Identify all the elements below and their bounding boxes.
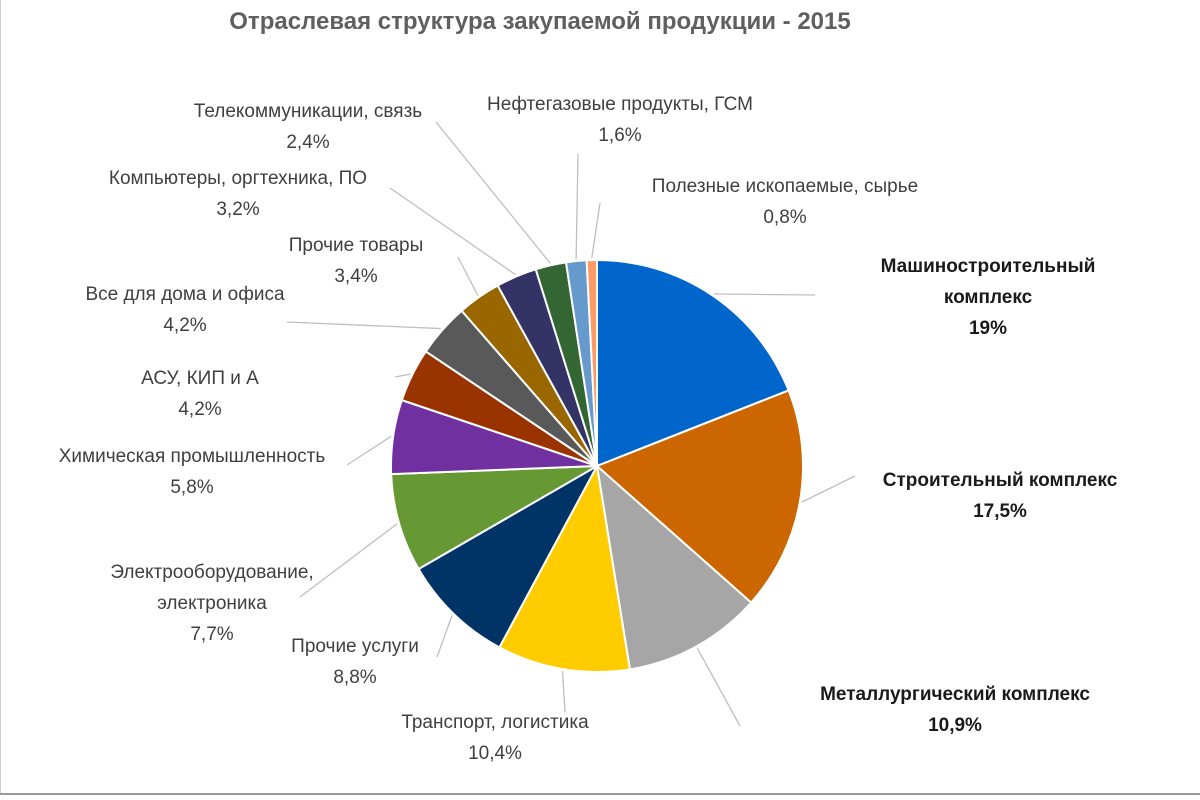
pie-slice [596,258,790,468]
pie-slice [595,463,753,671]
slice-label: Полезные ископаемые, сырье 0,8% [652,176,918,228]
leader-line [389,187,516,276]
slice-label: Электрооборудование, электроника 7,7% [110,562,313,645]
leader-line [286,321,441,330]
slice-label: Прочие услуги 8,8% [291,636,419,688]
slice-value-label: 4,2% [163,315,206,336]
slice-name-label: Электрооборудование, [110,562,313,583]
leader-line [575,153,579,260]
pie-slice [390,465,598,571]
slice-name-label: Компьютеры, оргтехника, ПО [109,168,367,189]
slice-label: Телекоммуникации, связь 2,4% [194,101,423,153]
pie-slice [417,463,600,649]
slice-labels: Машиностроительный комплекс 19% Строительны… [59,94,1118,764]
slice-name-label: Машиностроительный [881,256,1096,277]
pie-slice [595,389,804,604]
leader-line [591,202,601,259]
slice-name-label: Прочие товары [289,235,423,256]
leader-line [436,615,453,658]
pie-slice [498,462,632,673]
chart-border-bottom [0,793,1200,795]
slice-value-label: 3,4% [334,266,377,287]
slice-label: Прочие товары 3,4% [289,235,423,287]
slice-name-label: Полезные ископаемые, сырье [652,176,918,197]
chart-title: Отраслевая структура закупаемой продукци… [229,8,851,35]
slice-value-label: 2,4% [286,132,329,153]
slice-label: Химическая промышленность 5,8% [59,446,326,498]
slice-name-label: Прочие услуги [291,636,419,657]
pie-slices [390,258,804,673]
slice-name-label: Металлургический комплекс [820,684,1090,705]
leader-line [346,435,392,466]
leader-line [801,475,856,503]
slice-label: Строительный комплекс 17,5% [883,470,1118,522]
leader-line [435,121,551,264]
slice-label: Металлургический комплекс 10,9% [820,684,1090,736]
slice-value-label: 3,2% [216,199,259,220]
leader-line [714,293,816,296]
slice-value-label: 17,5% [973,501,1027,522]
slice-label: АСУ, КИП и А 4,2% [141,368,259,420]
leader-lines [286,121,856,727]
slice-name-label: комплекс [944,287,1033,308]
slice-name-label: электроника [157,593,267,614]
slice-value-label: 4,2% [178,399,221,420]
leader-line [394,373,411,378]
slice-name-label: Химическая промышленность [59,446,326,467]
slice-label: Нефтегазовые продукты, ГСМ 1,6% [487,94,753,146]
slice-label: Компьютеры, оргтехника, ПО 3,2% [109,168,367,220]
slice-name-label: Нефтегазовые продукты, ГСМ [487,94,753,115]
slice-name-label: АСУ, КИП и А [141,368,259,389]
leader-line [299,523,398,598]
slice-label: Машиностроительный комплекс 19% [881,256,1096,339]
slice-value-label: 10,4% [468,743,522,764]
slice-name-label: Телекоммуникации, связь [194,101,423,122]
leader-line [696,647,741,727]
slice-label: Транспорт, логистика 10,4% [401,712,589,764]
slice-value-label: 8,8% [333,667,376,688]
leader-line [457,256,479,296]
slice-value-label: 5,8% [170,477,213,498]
leader-line [561,671,566,713]
chart-border-left [0,0,1,795]
slice-name-label: Все для дома и офиса [85,284,285,305]
slice-value-label: 1,6% [598,125,641,146]
slice-value-label: 7,7% [190,624,233,645]
slice-value-label: 0,8% [763,207,806,228]
slice-value-label: 19% [969,318,1007,339]
slice-label: Все для дома и офиса 4,2% [85,284,285,336]
pie-slice [585,258,598,467]
slice-name-label: Строительный комплекс [883,470,1118,491]
slice-name-label: Транспорт, логистика [401,712,589,733]
slice-value-label: 10,9% [928,715,982,736]
